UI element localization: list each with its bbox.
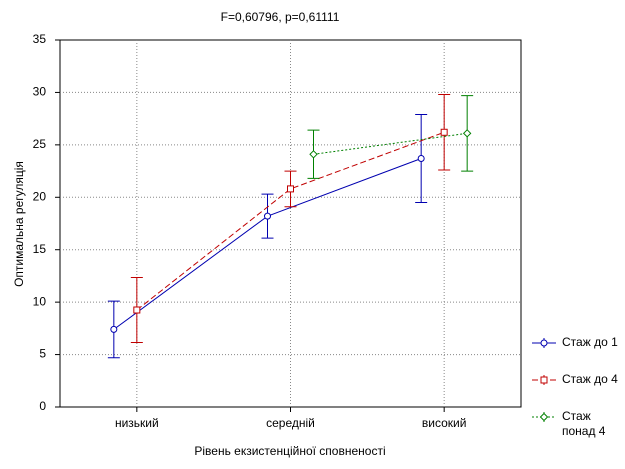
y-tick-label: 20 [33,189,47,203]
x-axis-label: Рівень екзистенційної сповненості [194,444,385,458]
y-tick-label: 15 [33,242,47,256]
y-tick-label: 5 [39,347,46,361]
y-tick-label: 25 [33,137,47,151]
marker [540,339,548,347]
marker [110,325,118,333]
marker [417,154,425,162]
marker [264,212,271,220]
legend-label: Стаж до 1 [562,335,618,349]
marker [133,306,141,314]
legend-label: Стаж до 4 [562,372,618,386]
series-line [313,132,468,155]
series-line [136,131,445,311]
y-tick-label: 0 [39,399,46,413]
y-tick-label: 10 [33,294,47,308]
marker [540,376,548,384]
marker [287,185,294,193]
y-axis-label: Оптимальна регуляція [12,161,26,287]
y-tick-label: 35 [33,32,47,46]
marker [309,150,318,159]
marker [462,129,472,138]
marker [539,412,549,422]
chart-title: F=0,60796, p=0,61111 [221,10,340,24]
x-tick-label: високий [422,416,467,430]
legend-label: Стаж понад 4 [562,409,606,438]
y-tick-label: 30 [33,85,47,99]
marker [440,128,448,136]
x-tick-label: середній [266,416,315,430]
x-tick-label: низький [115,416,159,430]
series-line [113,158,422,330]
